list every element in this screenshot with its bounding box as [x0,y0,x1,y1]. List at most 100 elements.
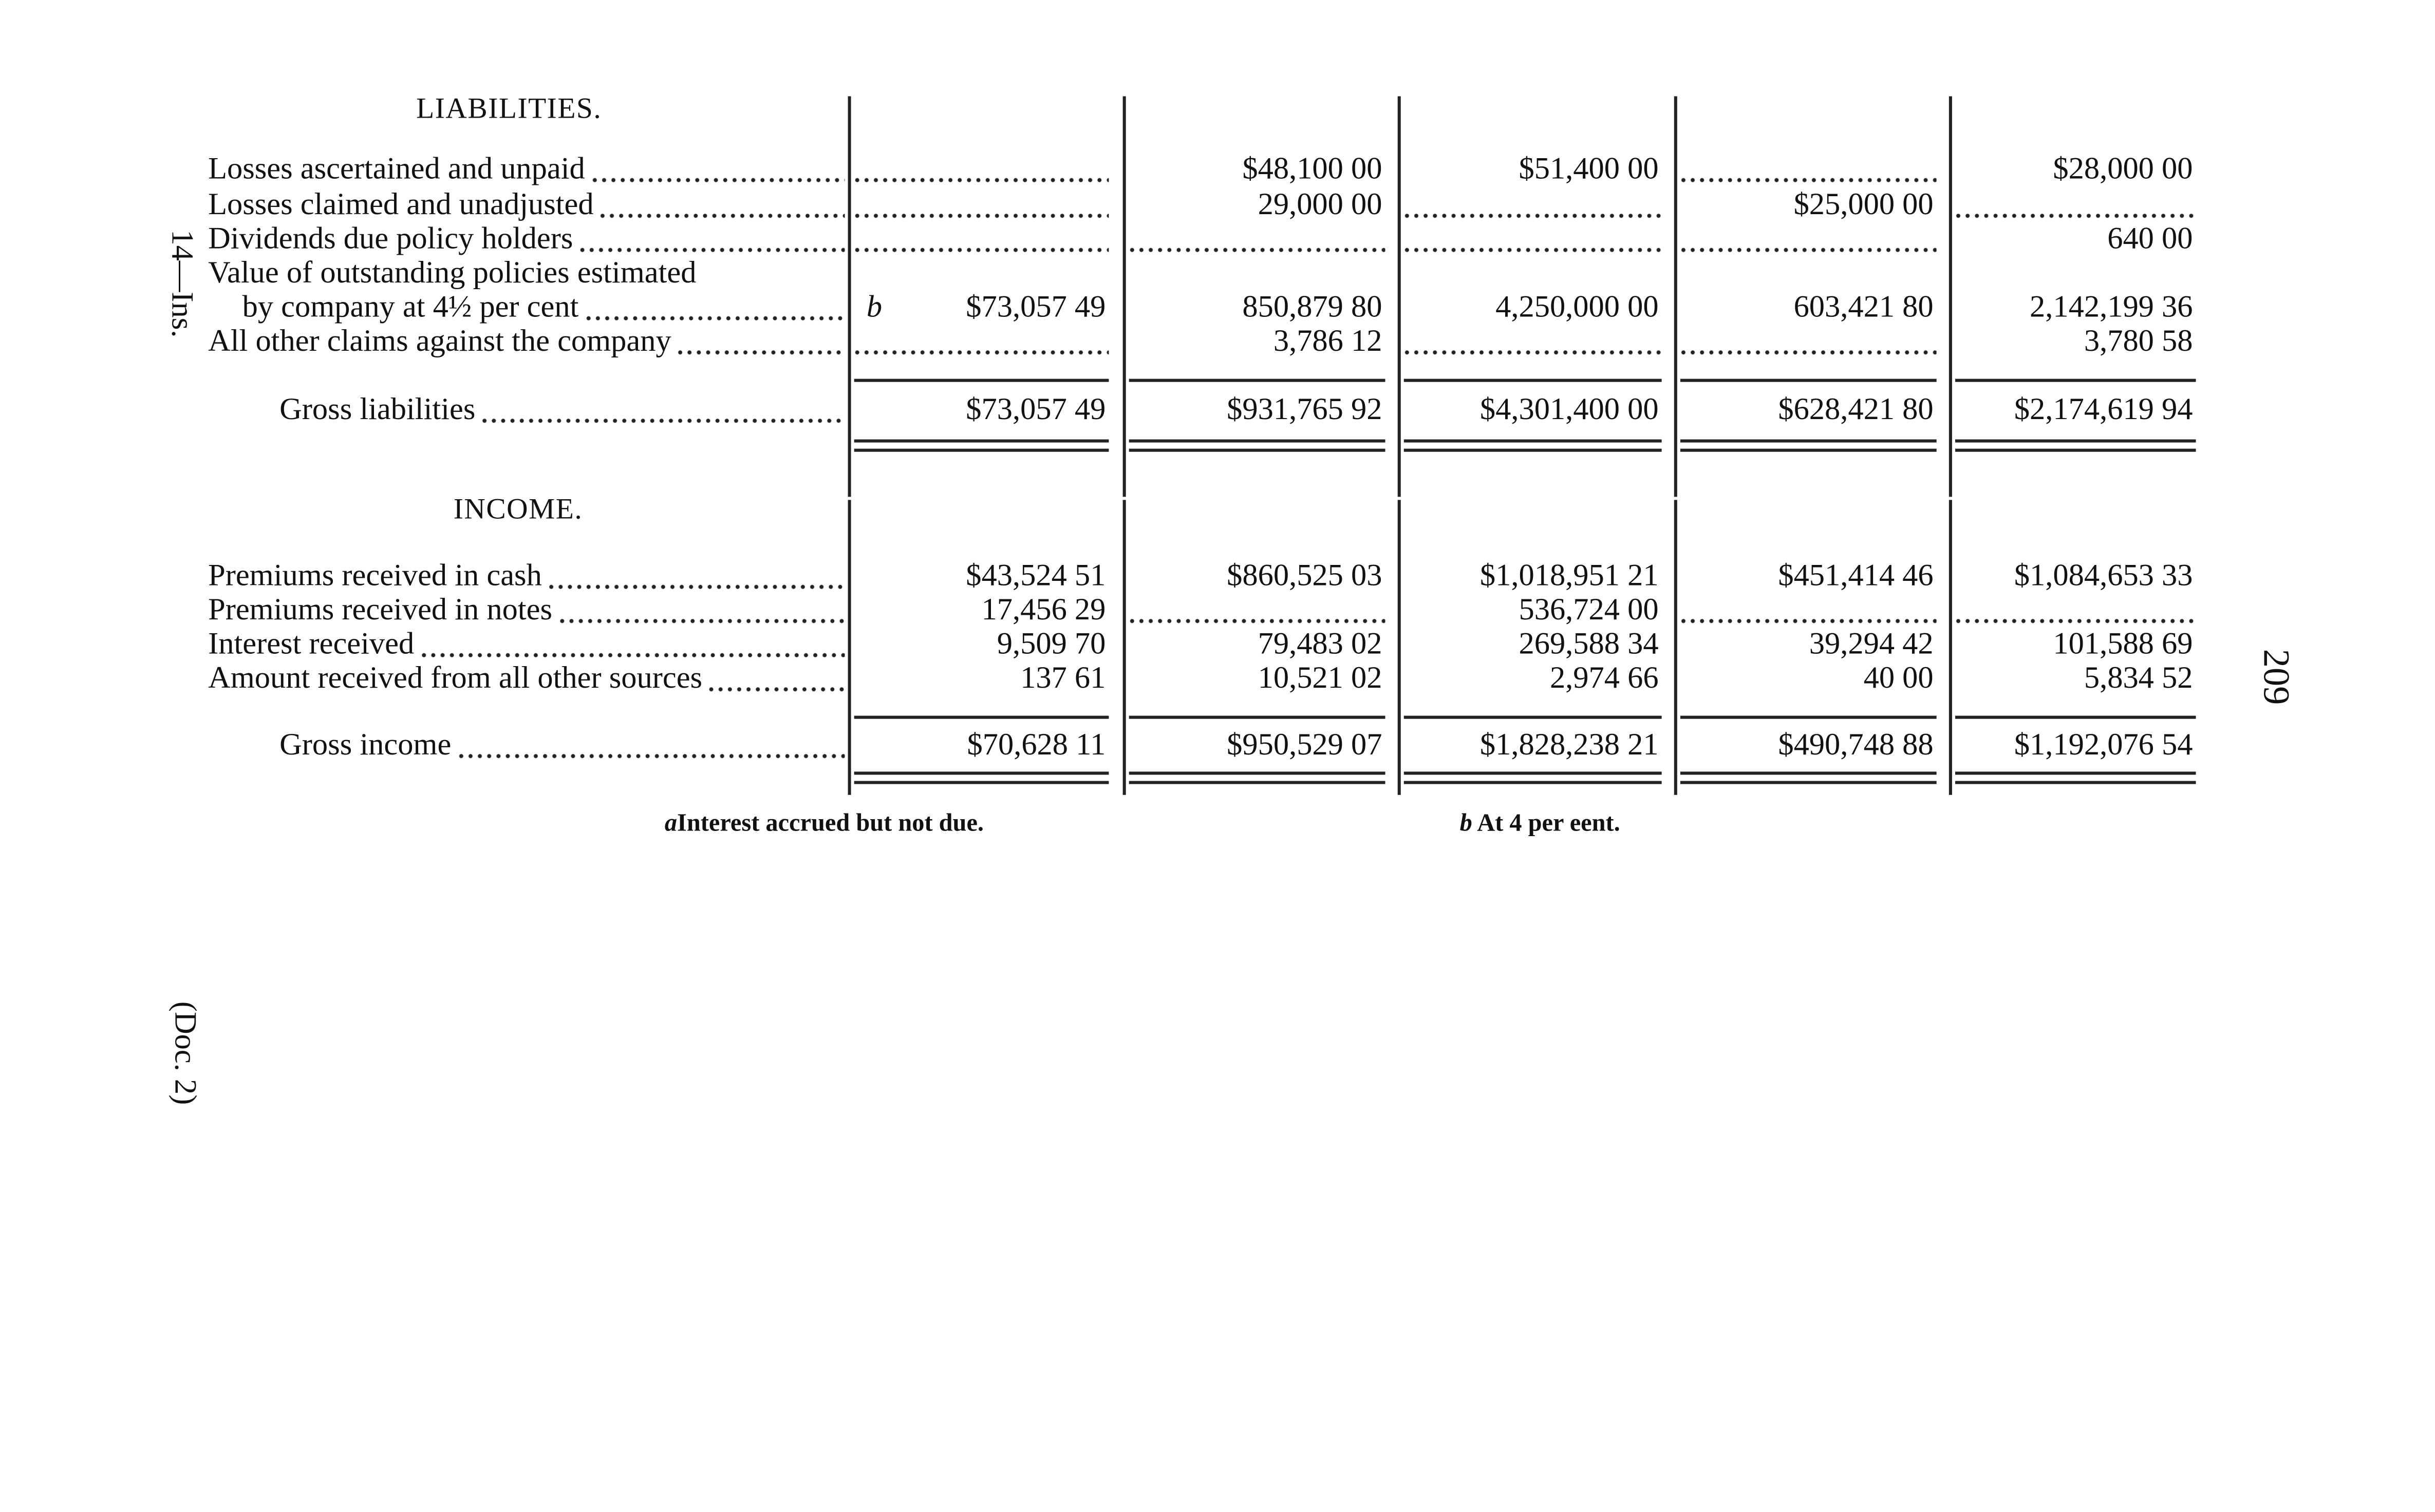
table-cell: 137 61 [1020,661,1106,696]
empty-cell-dots [1678,223,1937,255]
table-cell: 79,483 02 [1258,627,1382,662]
dot-leader [589,154,845,185]
table-cell: 5,834 52 [2084,661,2193,696]
row-label-text: Gross liabilities [279,392,476,427]
double-total-rule [854,781,1109,784]
empty-cell-dots [1678,154,1937,185]
empty-cell-dots [1678,594,1937,626]
double-total-rule [1129,771,1385,775]
table-cell: 603,421 80 [1793,290,1934,325]
dot-leader [546,560,845,592]
dot-leader [707,663,845,694]
empty-cell-dots [1127,594,1385,626]
table-cell: $4,301,400 00 [1479,392,1659,427]
table-cell: 640 00 [2107,222,2193,256]
double-total-rule [1403,448,1662,452]
row-label: Premiums received in cash [208,560,845,592]
column-rule [1122,500,1126,795]
row-label: Dividends due policy holders [208,222,845,256]
row-label-line1: Value of outstanding policies estimated [208,256,697,291]
column-rule [848,500,851,795]
table-cell: 269,588 34 [1519,627,1659,662]
double-total-rule [854,448,1109,452]
dot-leader [419,629,845,660]
table-cell: 536,724 00 [1519,593,1659,628]
double-total-rule [1680,781,1937,784]
dot-leader [480,394,845,426]
dot-leader [456,729,845,761]
page-number: 209 [2255,649,2295,705]
table-cell: 10,521 02 [1258,661,1382,696]
row-label-text: Dividends due policy holders [208,222,573,256]
table-cell: $1,084,653 33 [2014,559,2193,593]
row-label-text: Losses ascertained and unpaid [208,152,585,186]
row-label: Losses ascertained and unpaid [208,152,845,186]
total-row-label: Gross income [279,730,845,761]
row-label-text: Premiums received in notes [208,593,553,628]
column-rule [1949,500,1952,795]
row-label-text: Amount received from all other sources [208,661,703,696]
sum-rule [1955,715,2196,719]
footnote-b-marker: b [1459,810,1472,837]
table-cell: $48,100 00 [1242,152,1382,186]
table-cell: $931,765 92 [1227,392,1382,427]
table-cell: 850,879 80 [1242,290,1382,325]
empty-cell-dots [1953,594,2196,626]
row-label: Losses claimed and unadjusted [208,189,845,221]
table-cell: $860,525 03 [1227,559,1382,593]
signature-mark: 14—Ins. [164,230,199,338]
row-label: Amount received from all other sources [208,663,845,694]
dot-leader [577,223,845,255]
column-rule [848,96,851,497]
table-cell: 101,588 69 [2053,627,2193,662]
table-cell: $73,057 49 [966,290,1106,325]
table-cell: 17,456 29 [981,593,1106,628]
double-total-rule [1129,439,1385,443]
footnote-b-text: At 4 per eent. [1477,810,1620,837]
income-heading: INCOME. [453,494,583,526]
empty-cell-dots [1402,189,1662,221]
empty-cell-dots [852,154,1109,185]
double-total-rule [1955,781,2196,784]
column-rule [1122,96,1126,497]
empty-cell-dots [1402,223,1662,255]
empty-cell-dots [1127,223,1385,255]
column-rule [1674,96,1677,497]
row-label-text: Interest received [208,627,415,662]
table-cell: $490,748 88 [1778,728,1934,763]
table-cell: $1,828,238 21 [1479,728,1659,763]
table-cell: 9,509 70 [997,627,1106,662]
table-cell: 2,142,199 36 [2030,290,2193,325]
column-rule [1674,500,1677,795]
column-rule [1949,96,1952,497]
dot-leader [583,292,845,323]
table-cell: 3,786 12 [1273,324,1382,359]
sum-rule [1955,379,2196,382]
sum-rule [1403,715,1662,719]
row-label: Interest received [208,627,845,662]
empty-cell-dots [1953,189,2196,221]
sum-rule [854,379,1109,382]
double-total-rule [1955,448,2196,452]
empty-cell-dots [852,223,1109,255]
dot-leader [598,189,845,221]
double-total-rule [1129,781,1385,784]
sum-rule [1129,715,1385,719]
table-cell: 39,294 42 [1809,627,1934,662]
empty-cell-dots [852,326,1109,357]
table-cell: $950,529 07 [1227,728,1382,763]
row-label-line2: by company at 4½ per cent [242,290,579,325]
table-cell: 3,780 58 [2084,324,2193,359]
table-cell: 40 00 [1863,661,1934,696]
footnote-b: b At 4 per eent. [1460,809,1620,840]
document-number: (Doc. 2) [167,1001,202,1105]
column-rule [1397,500,1401,795]
footnote-a-text: Interest accrued but not due. [677,810,984,837]
table-cell: 29,000 00 [1258,187,1382,222]
double-total-rule [1955,439,2196,443]
table-cell: $1,018,951 21 [1479,559,1659,593]
double-total-rule [1403,439,1662,443]
table-cell: $28,000 00 [2053,152,2193,186]
table-cell: $70,628 11 [967,728,1106,763]
dot-leader [676,326,845,357]
